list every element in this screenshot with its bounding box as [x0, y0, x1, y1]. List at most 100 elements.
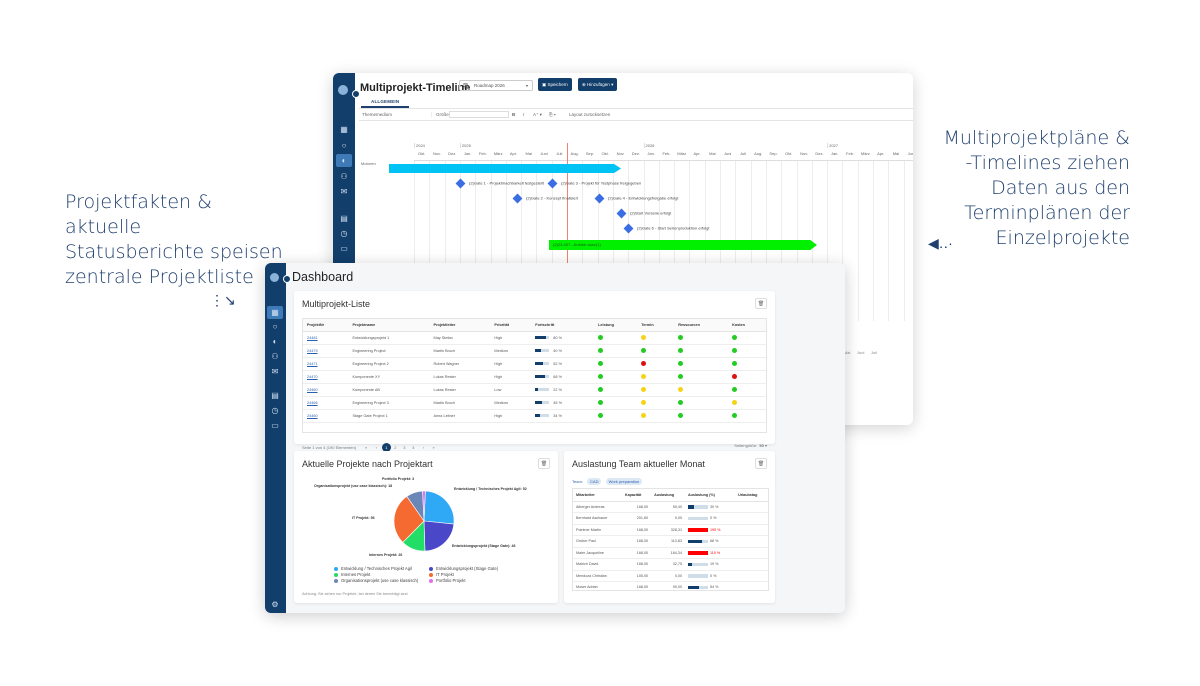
table-row[interactable]: 24460 Komponente AB Lukas Rester Low 22 %: [303, 383, 766, 397]
column-header[interactable]: Urlaubstag: [735, 489, 768, 502]
pie-slice[interactable]: [423, 520, 455, 552]
project-id-link[interactable]: 24479: [303, 344, 349, 358]
save-button[interactable]: ▣ Speichern: [538, 78, 572, 91]
page-button[interactable]: 2: [394, 445, 397, 450]
users-icon[interactable]: ⚇: [340, 172, 348, 181]
delete-widget-button[interactable]: 🗑: [538, 458, 550, 469]
reset-layout-button[interactable]: Layout zurücksetzen: [569, 112, 611, 117]
page-button[interactable]: 4: [412, 445, 415, 450]
copy-format-button[interactable]: ⎘ ▾: [549, 112, 556, 117]
table-row[interactable]: 24471 Engineering Project 2 Robert Wagner…: [303, 357, 766, 371]
project-id-link[interactable]: 24466: [303, 396, 349, 410]
users-icon[interactable]: ⚇: [271, 352, 279, 361]
timeline-icon[interactable]: ◐: [272, 337, 278, 346]
circle-icon[interactable]: ○: [272, 322, 278, 331]
table-row[interactable]: Mairich David 168,00 32,75 19 %: [573, 558, 768, 571]
legend-item[interactable]: IT Projekt: [429, 572, 524, 578]
settings-icon[interactable]: ⚙: [271, 600, 279, 609]
circle-icon[interactable]: ○: [341, 141, 347, 150]
add-button[interactable]: ⊕ Hinzufügen ▾: [578, 78, 618, 91]
calendar-icon[interactable]: ▭: [271, 421, 279, 430]
calendar-icon[interactable]: ▭: [340, 244, 348, 253]
timeline-bar-motoren[interactable]: [389, 164, 621, 173]
timer-icon[interactable]: ◷: [271, 406, 279, 415]
table-row[interactable]: 24466 Engineering Project 3 Martin Bruch M…: [303, 396, 766, 410]
legend-item[interactable]: Organisationsprojekt (use case klassisch…: [334, 578, 429, 584]
document-icon[interactable]: ▤: [340, 214, 348, 223]
column-header[interactable]: Priorität: [490, 319, 532, 332]
milestone[interactable]: (2)Start Vorserie erfolgt: [616, 208, 671, 219]
project-id-link[interactable]: 24460: [303, 383, 349, 397]
italic-button[interactable]: I: [523, 112, 525, 117]
page-size[interactable]: Seitengröße: 50 ▾: [734, 443, 767, 448]
tab-allgemein[interactable]: ALLGEMEIN: [371, 99, 400, 104]
column-header[interactable]: Ressourcen: [674, 319, 729, 332]
milestone[interactable]: (2)Gate 4 - Entwicklungsfreigabe erfolgt: [594, 193, 678, 204]
project-id-link[interactable]: 24471: [303, 357, 349, 371]
page-button[interactable]: 3: [403, 445, 406, 450]
column-header[interactable]: Fortschritt: [531, 319, 595, 332]
sidebar-toggle[interactable]: [352, 90, 360, 98]
team-chip[interactable]: CAD: [587, 478, 602, 485]
column-header[interactable]: ProjektNr: [303, 319, 349, 332]
column-header[interactable]: Termin: [637, 319, 675, 332]
document-icon[interactable]: ▤: [271, 391, 279, 400]
pie-slice[interactable]: [393, 495, 425, 543]
delete-widget-button[interactable]: 🗑: [755, 298, 767, 309]
pie-slice[interactable]: [423, 490, 455, 525]
table-row[interactable]: Gruber Paul 168,00 113,83 68 %: [573, 535, 768, 548]
bold-button[interactable]: B: [512, 112, 516, 117]
month-header: Okt. Nov. Dez. Jan. Feb. März Apr. Mai Juni Juli A…: [414, 151, 913, 161]
timer-icon[interactable]: ◷: [340, 229, 348, 238]
column-header[interactable]: Projektname: [348, 319, 430, 332]
table-row[interactable]: 24460 Stage Gate Project 1 Anna Leitner Hi…: [303, 409, 766, 423]
dashboard-icon[interactable]: ▦: [267, 306, 283, 319]
column-header[interactable]: Projektleiter: [429, 319, 491, 332]
column-header[interactable]: Kosten: [728, 319, 766, 332]
theme-select[interactable]: medium: [376, 112, 432, 117]
sidebar-toggle[interactable]: [283, 275, 291, 283]
page-button[interactable]: 1: [381, 443, 391, 452]
table-row[interactable]: Maier Jacqueline 168,00 184,34 110 %: [573, 547, 768, 559]
pie-slice[interactable]: [422, 490, 426, 522]
table-row[interactable]: 24470 Komponente XY Lukas Rester High 68 %: [303, 370, 766, 384]
table-row[interactable]: 24481 Entwicklungsprojekt 1 May Stefan Hig…: [303, 331, 766, 345]
legend-item[interactable]: Entwicklungsprojekt (Stage Gate): [429, 566, 524, 572]
milestone[interactable]: (2)Gate 6 - Start Serienproduktion erfol…: [623, 223, 709, 234]
milestone[interactable]: (2)Gate 1 - Projektmachbarkeit festgeste…: [455, 178, 544, 189]
legend-item[interactable]: Internes Projekt: [334, 572, 429, 578]
table-row[interactable]: Moser Adrian 168,00 90,00 54 %: [573, 581, 768, 590]
team-chip[interactable]: Work preparation: [605, 478, 643, 485]
timeline-bar-antrieb[interactable]: (2)23-007 - Antrieb ausc(1): [549, 240, 817, 250]
font-size-button[interactable]: A⁺ ▾: [533, 112, 542, 117]
column-header[interactable]: Leistung: [594, 319, 638, 332]
mail-icon[interactable]: ✉: [340, 187, 348, 196]
next-page-button[interactable]: ›: [422, 445, 425, 450]
roadmap-select[interactable]: ⊠ Roadmap 2026 ▾: [459, 80, 533, 91]
mail-icon[interactable]: ✉: [271, 367, 279, 376]
column-header[interactable]: Mitarbeiter: [573, 489, 622, 502]
dashboard-icon[interactable]: ▦: [340, 125, 348, 134]
table-row[interactable]: Mendoza Christian 105,00 0,00 0 %: [573, 570, 768, 582]
table-row[interactable]: Bernhard Aschauer 201,60 0,00 0 %: [573, 512, 768, 525]
table-row[interactable]: Pointner Martin 168,00 328,31 195 %: [573, 524, 768, 536]
first-page-button[interactable]: «: [364, 445, 368, 450]
timeline-icon[interactable]: ◐: [336, 154, 352, 167]
legend-item[interactable]: Portfolio Projekt: [429, 578, 524, 584]
project-id-link[interactable]: 24481: [303, 331, 349, 345]
milestone[interactable]: (2)Gate 2 - Konzept finalisiert: [512, 193, 578, 204]
table-row[interactable]: Alberger Andreas 168,00 50,40 30 %: [573, 501, 768, 513]
project-id-link[interactable]: 24460: [303, 409, 349, 423]
table-row[interactable]: 24479 Engineering Project Martin Bruch Med…: [303, 344, 766, 358]
column-header[interactable]: Auslastung: [651, 489, 685, 502]
size-select[interactable]: [449, 111, 509, 118]
last-page-button[interactable]: »: [432, 445, 435, 450]
column-header[interactable]: Auslastung (%): [685, 489, 736, 502]
delete-widget-button[interactable]: 🗑: [755, 458, 767, 469]
column-header[interactable]: Kapazität: [621, 489, 652, 502]
pie-chart[interactable]: [392, 489, 456, 553]
legend-item[interactable]: Entwicklung / Technisches Projekt Agil: [334, 566, 429, 572]
project-id-link[interactable]: 24470: [303, 370, 349, 384]
milestone[interactable]: (2)Gate 3 - Projekt für Testphase freige…: [547, 178, 641, 189]
prev-page-button[interactable]: ‹: [375, 445, 377, 450]
